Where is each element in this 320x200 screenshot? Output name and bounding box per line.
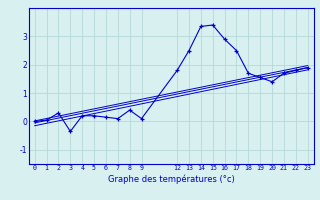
X-axis label: Graphe des températures (°c): Graphe des températures (°c) — [108, 174, 235, 184]
